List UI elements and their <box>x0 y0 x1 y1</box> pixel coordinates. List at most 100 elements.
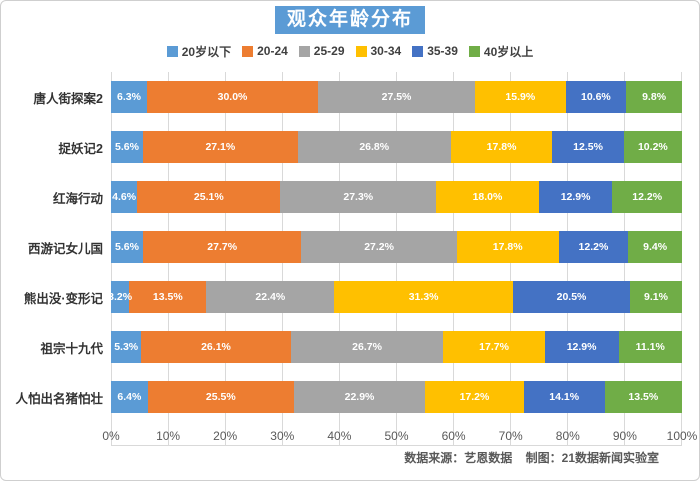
legend-item: 20-24 <box>242 44 288 58</box>
bar-segment: 22.9% <box>293 381 426 413</box>
legend-label: 30-34 <box>370 44 402 58</box>
segment-value-label: 27.7% <box>207 241 238 253</box>
chart-area: 唐人街探案2 6.3% 30.0% 27.5% 15.9% 10.6% 9.8% 捉妖记2 5.… <box>1 72 699 446</box>
bar-row: 祖宗十九代 5.3% 26.1% 26.7% 17.7% 12.9% 11.1% <box>1 322 699 372</box>
bar-segment: 27.2% <box>301 231 457 263</box>
bar-segment: 27.7% <box>143 231 302 263</box>
segment-value-label: 12.5% <box>573 141 603 153</box>
x-axis-tick: 50% <box>384 429 409 443</box>
segment-value-label: 12.9% <box>560 191 591 203</box>
bar-segment: 12.2% <box>558 231 629 263</box>
segment-value-label: 10.2% <box>637 141 668 153</box>
segment-value-label: 17.8% <box>492 241 523 253</box>
bar-segment: 30.0% <box>146 81 319 113</box>
segment-value-label: 27.5% <box>381 91 412 103</box>
bar-segment: 17.8% <box>450 131 553 163</box>
segment-value-label: 25.5% <box>205 391 236 403</box>
segment-value-label: 5.6% <box>115 141 139 153</box>
legend-item: 20岁以下 <box>166 43 232 60</box>
bar-segment: 13.5% <box>604 381 682 413</box>
credit-text: 制图：21数据新闻实验室 <box>525 451 659 465</box>
bar-track: 6.4% 25.5% 22.9% 17.2% 14.1% 13.5% <box>111 381 682 413</box>
segment-value-label: 27.1% <box>205 141 236 153</box>
data-source-text: 数据来源：艺恩数据 <box>404 451 513 465</box>
legend-item: 40岁以上 <box>468 43 533 60</box>
segment-value-label: 10.6% <box>580 91 611 103</box>
x-axis-tick: 10% <box>156 429 181 443</box>
category-label: 熊出没·变形记 <box>23 291 103 306</box>
segment-value-label: 26.8% <box>359 141 390 153</box>
segment-value-label: 13.5% <box>152 291 183 303</box>
segment-value-label: 18.0% <box>472 191 503 203</box>
bar-segment: 27.5% <box>318 81 475 113</box>
bar-segment: 25.5% <box>147 381 294 413</box>
bar-segment: 27.3% <box>280 181 437 213</box>
segment-value-label: 20.5% <box>556 291 587 303</box>
x-axis-tick: 20% <box>213 429 238 443</box>
bar-segment: 14.1% <box>523 381 605 413</box>
bar-track: 5.3% 26.1% 26.7% 17.7% 12.9% 11.1% <box>111 331 683 363</box>
bar-row: 西游记女儿国 5.6% 27.7% 27.2% 17.8% 12.2% 9.4% <box>1 222 699 272</box>
bar-row: 唐人街探案2 6.3% 30.0% 27.5% 15.9% 10.6% 9.8% <box>1 72 699 122</box>
bar-segment: 27.1% <box>142 131 298 163</box>
segment-value-label: 4.6% <box>112 191 137 203</box>
legend-label: 35-39 <box>427 44 458 58</box>
title-wrap: 观众年龄分布 <box>1 6 699 34</box>
bar-track: 3.2% 13.5% 22.4% 31.3% 20.5% 9.1% <box>108 281 682 313</box>
segment-value-label: 14.1% <box>549 391 580 403</box>
bar-segment: 3.2% <box>108 281 132 313</box>
bar-segment: 17.7% <box>443 331 545 363</box>
legend-swatch-icon <box>468 45 480 57</box>
x-axis-tick: 90% <box>612 429 637 443</box>
legend-swatch-icon <box>412 45 424 57</box>
footer: 数据来源：艺恩数据 制图：21数据新闻实验室 <box>1 449 659 466</box>
bar-segment: 26.7% <box>290 331 444 363</box>
x-axis-tick: 30% <box>270 429 295 443</box>
segment-value-label: 17.2% <box>459 391 490 403</box>
bar-segment: 11.1% <box>618 331 683 363</box>
legend-item: 30-34 <box>355 44 402 58</box>
bar-track: 4.6% 25.1% 27.3% 18.0% 12.9% 12.2% <box>111 181 682 213</box>
bar-segment: 5.6% <box>111 231 144 263</box>
segment-value-label: 9.1% <box>644 291 668 303</box>
bar-segment: 12.5% <box>552 131 624 163</box>
bar-segment: 26.1% <box>141 331 291 363</box>
bar-segment: 12.2% <box>612 181 682 213</box>
bar-segment: 4.6% <box>111 181 138 213</box>
x-axis-tick: 100% <box>666 429 698 443</box>
x-axis-tick: 40% <box>327 429 352 443</box>
segment-value-label: 15.9% <box>505 91 536 103</box>
bar-segment: 5.3% <box>111 331 142 363</box>
bar-row: 熊出没·变形记 3.2% 13.5% 22.4% 31.3% 20.5% 9.1% <box>1 272 699 322</box>
bar-segment: 12.9% <box>544 331 619 363</box>
segment-value-label: 9.4% <box>643 241 668 253</box>
bar-segment: 10.6% <box>565 81 627 113</box>
legend: 20岁以下 20-24 25-29 30-34 35-39 40岁以上 <box>1 43 699 59</box>
segment-value-label: 13.5% <box>628 391 659 403</box>
bar-segment: 9.4% <box>628 231 683 263</box>
rows: 唐人街探案2 6.3% 30.0% 27.5% 15.9% 10.6% 9.8% 捉妖记2 5.… <box>1 72 699 422</box>
category-label: 祖宗十九代 <box>40 341 103 356</box>
segment-value-label: 12.9% <box>566 341 597 353</box>
bar-segment: 15.9% <box>474 81 566 113</box>
segment-value-label: 22.9% <box>344 391 375 403</box>
legend-label: 20岁以下 <box>181 44 232 59</box>
legend-swatch-icon <box>355 45 367 57</box>
bar-segment: 5.6% <box>111 131 143 163</box>
x-axis-tick: 70% <box>498 429 523 443</box>
legend-swatch-icon <box>166 45 178 57</box>
segment-value-label: 5.6% <box>115 241 139 253</box>
legend-item: 25-29 <box>298 44 345 58</box>
segment-value-label: 12.2% <box>578 241 609 253</box>
segment-value-label: 25.1% <box>193 191 224 203</box>
segment-value-label: 5.3% <box>114 341 139 353</box>
bar-row: 人怕出名猪怕壮 6.4% 25.5% 22.9% 17.2% 14.1% 13.5% <box>1 372 699 422</box>
bar-segment: 6.3% <box>111 81 147 113</box>
category-label: 西游记女儿国 <box>27 241 103 256</box>
category-label: 人怕出名猪怕壮 <box>15 391 103 406</box>
segment-value-label: 22.4% <box>255 291 286 303</box>
chart-title: 观众年龄分布 <box>274 6 425 34</box>
x-axis-tick: 0% <box>102 429 120 443</box>
segment-value-label: 12.2% <box>632 191 663 203</box>
bar-track: 6.3% 30.0% 27.5% 15.9% 10.6% 9.8% <box>111 81 683 113</box>
